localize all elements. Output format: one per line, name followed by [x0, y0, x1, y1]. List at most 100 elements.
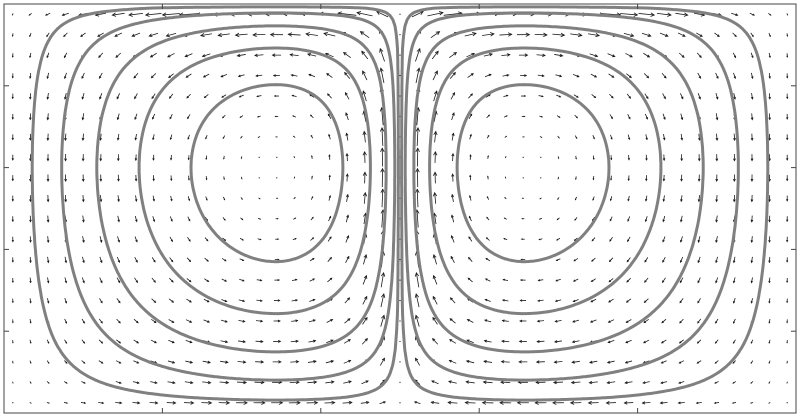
vector-arrow [361, 380, 369, 385]
vector-arrow [12, 13, 14, 16]
vector-arrow [627, 236, 631, 243]
vector-arrow [464, 400, 476, 405]
vector-arrow [29, 133, 32, 141]
vector-arrow [205, 135, 208, 140]
vector-arrow [11, 73, 14, 79]
vector-arrow [590, 73, 598, 78]
vector-arrow [609, 114, 613, 120]
vector-arrow [97, 32, 104, 37]
vector-arrow [625, 319, 632, 323]
vector-arrow [345, 255, 350, 263]
vector-arrow [644, 216, 648, 223]
vector-arrow [715, 195, 719, 203]
vector-arrow [662, 236, 666, 243]
vector-arrow [502, 74, 510, 77]
vector-arrow [98, 318, 103, 324]
vector-arrow [310, 134, 314, 139]
vector-arrow [220, 340, 229, 344]
vector-arrow [538, 95, 544, 98]
vector-arrow [432, 316, 438, 325]
vector-arrow [539, 115, 544, 118]
vector-arrow [750, 360, 754, 364]
vector-arrow [504, 115, 508, 118]
vector-arrow [786, 134, 789, 141]
vector-arrow [345, 132, 349, 141]
vector-arrow [486, 134, 490, 139]
vector-arrow [11, 319, 14, 324]
vector-arrow [786, 93, 789, 100]
vector-arrow [539, 197, 542, 200]
vector-arrow [608, 73, 615, 78]
vector-arrow [433, 130, 438, 143]
vector-arrow [399, 279, 401, 281]
vector-arrow [732, 32, 737, 38]
vector-arrow [205, 155, 208, 161]
vector-arrow [356, 11, 373, 17]
vector-arrow [768, 318, 771, 324]
vector-arrow [323, 32, 336, 37]
vector-arrow [518, 360, 528, 364]
vector-arrow [254, 53, 264, 57]
vector-arrow [484, 298, 491, 302]
vector-arrow [290, 339, 299, 343]
vector-arrow [11, 53, 14, 58]
vector-arrow [415, 188, 420, 208]
vector-arrow [324, 400, 336, 405]
vector-arrow [238, 319, 246, 323]
vector-arrow [343, 380, 352, 384]
vector-arrow [327, 256, 333, 262]
vector-arrow [116, 113, 120, 121]
vector-arrow [64, 318, 68, 324]
vector-arrow [11, 298, 14, 304]
vector-arrow [715, 174, 719, 182]
vector-arrow [433, 150, 438, 163]
vector-arrow [732, 174, 736, 183]
vector-arrow [82, 236, 85, 244]
vector-arrow [609, 216, 613, 222]
vector-arrow [29, 277, 32, 284]
vector-arrow [165, 32, 177, 38]
vector-arrow [237, 380, 248, 385]
vector-arrow [448, 359, 457, 364]
vector-arrow [236, 53, 246, 58]
vector-arrow [518, 339, 527, 343]
vector-arrow [484, 319, 492, 323]
vector-arrow [11, 277, 14, 284]
vector-arrow [399, 74, 401, 77]
vector-arrow [504, 196, 507, 200]
vector-arrow [168, 73, 174, 79]
vector-arrow [589, 360, 598, 364]
vector-arrow [46, 32, 50, 38]
vector-arrow [786, 113, 789, 120]
vector-arrow [276, 177, 278, 179]
vector-arrow [679, 318, 684, 324]
vector-arrow [218, 400, 231, 405]
vector-arrow [380, 271, 386, 288]
vector-arrow [620, 12, 639, 17]
vector-arrow [627, 216, 631, 222]
vector-arrow [554, 53, 564, 58]
vector-arrow [660, 381, 668, 384]
vector-arrow [503, 94, 509, 98]
vector-arrow [538, 238, 543, 241]
vector-arrow [186, 278, 192, 283]
vector-arrow [399, 381, 401, 383]
vector-arrow [169, 216, 173, 222]
vector-arrow [592, 135, 595, 140]
vector-arrow [204, 257, 209, 262]
vector-arrow [253, 400, 266, 405]
vector-arrow [786, 33, 789, 37]
vector-arrow [661, 318, 667, 324]
vector-arrow [450, 255, 455, 263]
vector-arrow [310, 196, 314, 200]
vector-arrow [680, 215, 683, 223]
vector-arrow [222, 196, 226, 201]
vector-arrow [786, 175, 789, 182]
vector-arrow [555, 74, 563, 78]
vector-arrow [309, 278, 316, 282]
vector-arrow [399, 13, 401, 15]
vector-arrow [750, 195, 754, 203]
vector-arrow [46, 174, 50, 182]
vector-arrow [46, 133, 50, 142]
vector-arrow [502, 278, 509, 282]
